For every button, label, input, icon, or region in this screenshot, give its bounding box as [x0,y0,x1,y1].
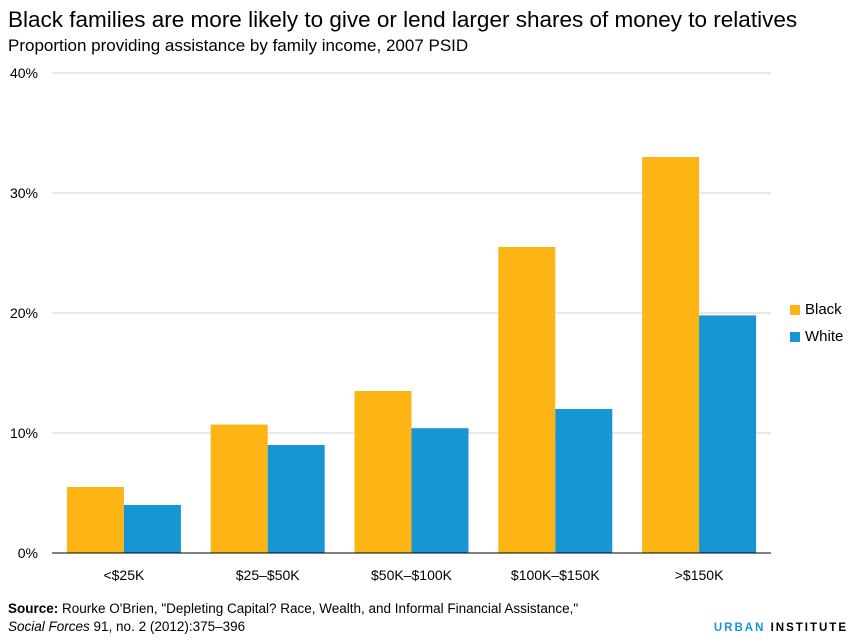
legend-item-white: White [790,323,843,350]
bar-black [354,391,412,553]
bar-black [210,424,268,553]
y-tick-label: 0% [18,545,38,561]
brand-institute: INSTITUTE [765,622,848,634]
source-journal: Social Forces [8,619,90,634]
bar-white [267,445,325,553]
y-tick-label: 20% [10,305,38,321]
y-tick-label: 30% [10,185,38,201]
chart-title: Black families are more likely to give o… [8,7,798,32]
bar-chart: 0% 10% 20% 30% 40% <$25K $25–$50K $50K–$100K $10… [10,65,771,583]
legend-swatch-black [790,304,800,315]
bar-black [66,487,124,553]
bar-white [411,428,469,553]
x-tick-label: <$25K [103,567,145,583]
legend-label-black: Black [805,301,842,318]
chart-subtitle: Proportion providing assistance by famil… [8,36,469,55]
legend-item-black: Black [790,296,843,323]
legend: Black White [790,296,843,350]
bar-white [555,409,613,553]
x-tick-label: $25–$50K [236,567,301,583]
source-label: Source: [8,601,59,616]
bar-white [123,505,181,553]
x-tick-label: $100K–$150K [511,567,600,583]
brand-urban: URBAN [713,622,766,634]
bar-black [498,247,556,553]
urban-institute-logo: URBAN INSTITUTE [714,622,848,634]
legend-label-white: White [805,328,844,345]
y-tick-label: 10% [10,425,38,441]
y-tick-label: 40% [10,65,38,81]
bar-white [699,315,757,553]
source-note: Source: Rourke O'Brien, "Depleting Capit… [8,600,578,636]
legend-swatch-white [790,331,800,342]
x-tick-label: $50K–$100K [371,567,453,583]
source-text: Rourke O'Brien, "Depleting Capital? Race… [58,601,579,616]
bar-black [642,157,700,553]
x-tick-label: >$150K [675,567,724,583]
source-citation: 91, no. 2 (2012):375–396 [89,619,246,634]
